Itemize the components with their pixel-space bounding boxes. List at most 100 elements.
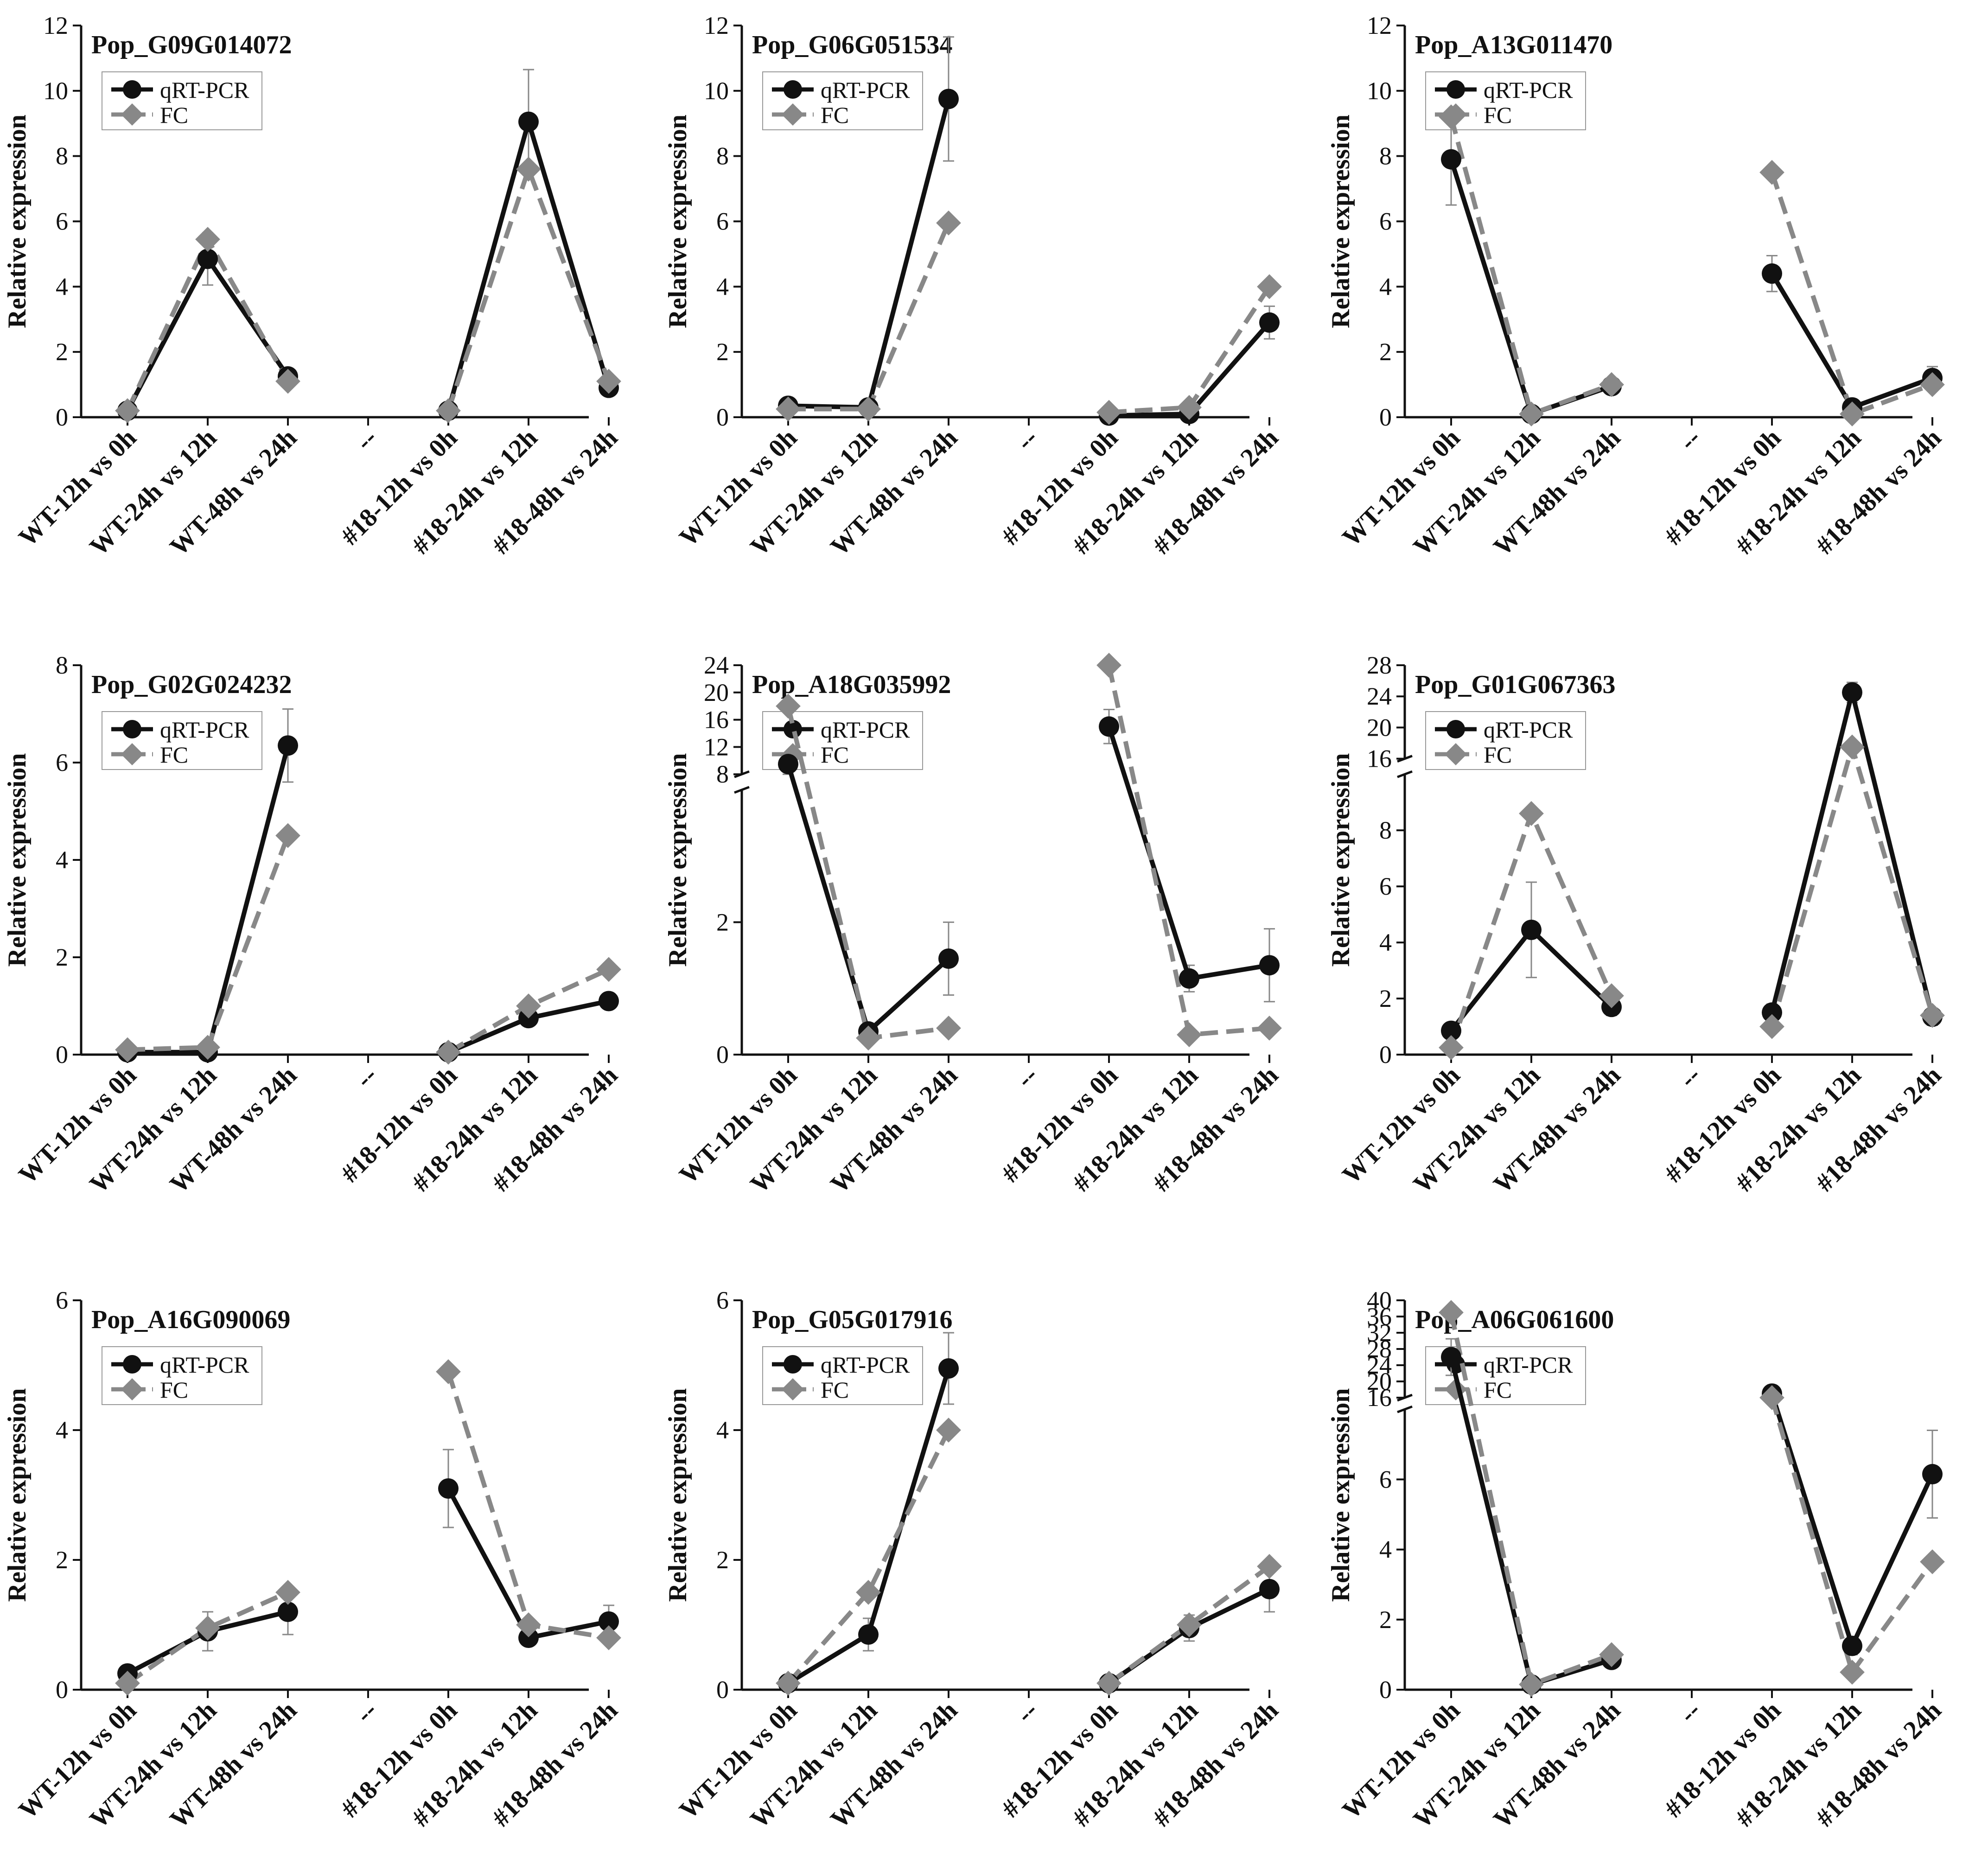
- fc-point: [275, 1580, 300, 1605]
- chart-title: Pop_G05G017916: [752, 1305, 952, 1334]
- x-tick-label: --: [350, 1061, 382, 1093]
- y-tick-label: 0: [1379, 403, 1392, 431]
- y-tick-label: 6: [716, 1286, 729, 1314]
- y-axis-title: Relative expression: [3, 753, 32, 967]
- legend-fc-label: FC: [160, 1377, 188, 1403]
- fc-point: [436, 1359, 461, 1384]
- y-tick-label: 4: [56, 273, 68, 300]
- y-tick-label: 0: [56, 1676, 68, 1704]
- legend-fc-label: FC: [1484, 102, 1512, 128]
- x-tick-label: --: [350, 1696, 382, 1728]
- qrt-point: [1441, 1020, 1461, 1041]
- legend-qrt-label: qRT-PCR: [821, 1352, 910, 1378]
- fc-line: [1449, 116, 1612, 416]
- x-tick-label: --: [1674, 1696, 1706, 1728]
- y-tick-label: 6: [716, 208, 729, 235]
- y-tick-label: 40: [1367, 1286, 1392, 1314]
- y-tick-label: 10: [43, 77, 68, 105]
- y-tick-label: 8: [1379, 816, 1392, 844]
- qrt-point: [1259, 312, 1280, 333]
- y-tick-label: 4: [56, 1416, 68, 1444]
- qrt-line: [786, 763, 950, 1034]
- y-tick-label: 8: [716, 760, 729, 788]
- legend-qrt-marker: [784, 720, 802, 738]
- chart-title: Pop_A13G011470: [1415, 31, 1612, 59]
- fc-point: [1257, 1554, 1282, 1579]
- y-axis-title: Relative expression: [3, 115, 32, 328]
- fc-line: [1770, 744, 1935, 1027]
- x-tick-label: --: [350, 423, 382, 456]
- qrt-point: [1259, 955, 1280, 976]
- qrt-point: [518, 1628, 539, 1648]
- qrt-point: [1099, 716, 1119, 737]
- y-tick-label: 10: [704, 77, 729, 105]
- qrt-point: [1179, 968, 1199, 989]
- qrt-line: [1107, 725, 1270, 981]
- fc-point: [1759, 1014, 1784, 1039]
- qrt-point: [1441, 149, 1461, 170]
- y-tick-label: 2: [56, 338, 68, 366]
- x-tick-label: --: [1011, 423, 1043, 456]
- chart-title: Pop_A16G090069: [91, 1305, 290, 1334]
- y-tick-label: 16: [1367, 1384, 1392, 1412]
- y-tick-label: 12: [704, 12, 729, 39]
- y-tick-label: 6: [1379, 208, 1392, 235]
- legend-fc-marker: [1444, 743, 1467, 766]
- y-tick-label: 8: [716, 142, 729, 170]
- fc-line: [127, 834, 290, 1052]
- fc-line: [1770, 1397, 1935, 1675]
- y-tick-label: 6: [56, 208, 68, 235]
- legend-qrt-label: qRT-PCR: [1484, 717, 1573, 743]
- y-tick-label: 20: [1367, 1368, 1392, 1395]
- chart-title: Pop_G09G014072: [91, 31, 292, 59]
- qrt-point: [1842, 1635, 1862, 1656]
- fc-point: [596, 957, 621, 982]
- fc-point: [1519, 1672, 1544, 1697]
- y-tick-label: 0: [56, 403, 68, 431]
- legend-fc-marker: [121, 1378, 144, 1401]
- y-axis-title: Relative expression: [663, 115, 692, 328]
- qrt-line: [1770, 1393, 1935, 1648]
- qrt-point: [599, 991, 619, 1012]
- qrt-point: [438, 1478, 459, 1499]
- y-tick-label: 20: [704, 679, 729, 706]
- fc-point: [1759, 160, 1784, 185]
- fc-point: [1599, 983, 1624, 1008]
- y-tick-label: 12: [1367, 12, 1392, 39]
- legend-fc-label: FC: [1484, 742, 1512, 768]
- axis-break-mark: [1397, 1405, 1413, 1413]
- fc-point: [776, 693, 801, 719]
- legend-qrt-label: qRT-PCR: [160, 1352, 249, 1378]
- chart-title: Pop_G01G067363: [1415, 670, 1615, 699]
- y-tick-label: 0: [716, 1041, 729, 1069]
- y-tick-label: 32: [1367, 1319, 1392, 1347]
- legend-fc-label: FC: [160, 102, 188, 128]
- fc-point: [1599, 372, 1624, 397]
- y-tick-label: 6: [56, 749, 68, 776]
- qrt-point: [1762, 1002, 1782, 1023]
- fc-point: [1096, 1671, 1121, 1696]
- legend-qrt-marker: [784, 1355, 802, 1374]
- fc-point: [1599, 1642, 1624, 1667]
- fc-point: [516, 1612, 541, 1637]
- legend-fc-label: FC: [821, 102, 849, 128]
- legend-qrt-marker: [784, 80, 802, 99]
- fc-point: [776, 1671, 801, 1696]
- fc-point: [1096, 653, 1121, 678]
- legend-fc-label: FC: [1484, 1377, 1512, 1403]
- chart-title: Pop_A18G035992: [752, 670, 951, 699]
- y-axis-title: Relative expression: [1326, 753, 1355, 967]
- legend-qrt-marker: [123, 1355, 141, 1374]
- y-tick-label: 2: [1379, 338, 1392, 366]
- chart-title: Pop_G02G024232: [91, 670, 292, 699]
- fc-point: [1920, 1003, 1945, 1028]
- fc-line: [126, 1590, 289, 1686]
- y-tick-label: 2: [716, 908, 729, 936]
- y-axis-title: Relative expression: [3, 1388, 32, 1602]
- chart-title: Pop_G06G051534: [752, 31, 952, 59]
